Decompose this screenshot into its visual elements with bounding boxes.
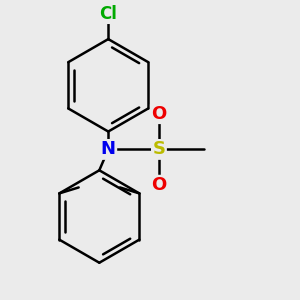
Text: Cl: Cl	[99, 5, 117, 23]
Text: O: O	[151, 176, 166, 194]
Text: S: S	[152, 140, 165, 158]
Text: O: O	[151, 105, 166, 123]
Text: N: N	[101, 140, 116, 158]
